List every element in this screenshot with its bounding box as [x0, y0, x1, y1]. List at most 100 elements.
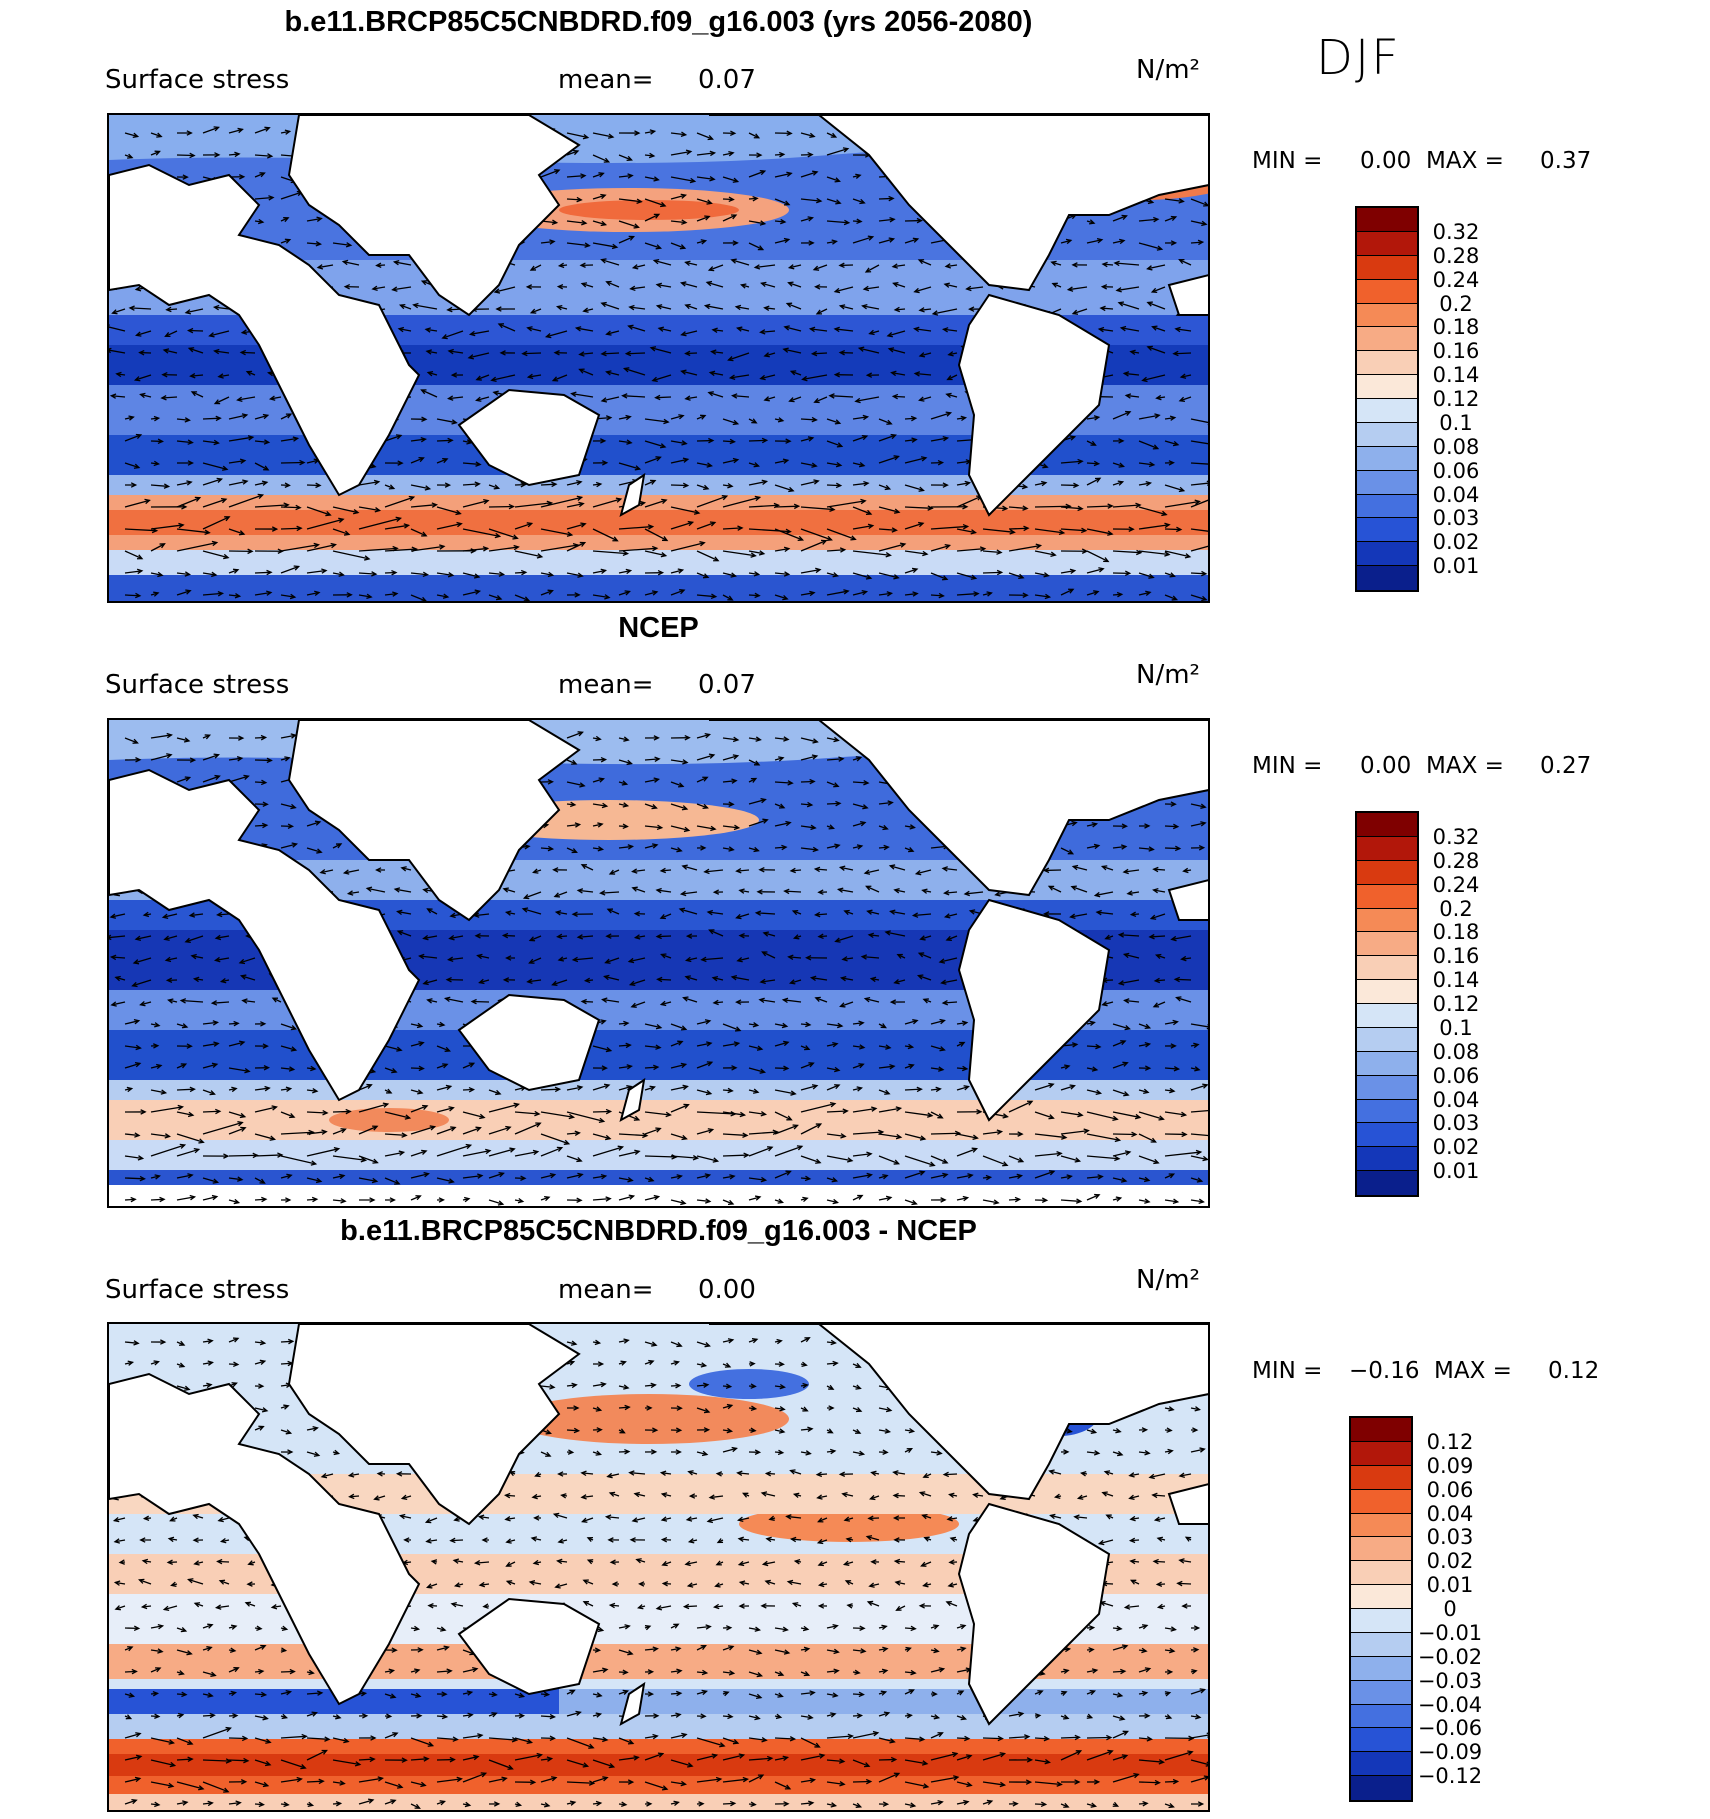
wind-arrow-head — [179, 1143, 187, 1149]
wind-arrow — [878, 506, 900, 513]
wind-arrow-head — [1144, 1065, 1152, 1071]
wind-arrow-head — [1115, 287, 1122, 293]
wind-arrow — [755, 264, 776, 269]
wind-arrow — [462, 528, 500, 537]
wind-arrow — [1164, 1627, 1176, 1631]
wind-arrow-head — [216, 477, 223, 483]
wind-arrow-head — [655, 1044, 662, 1050]
wind-arrow-head — [209, 1090, 216, 1096]
wind-arrow-head — [1145, 590, 1152, 597]
wind-arrow-head — [1129, 911, 1137, 918]
wind-arrow — [618, 154, 632, 161]
wind-arrow-head — [1001, 505, 1009, 512]
wind-arrow — [1138, 1177, 1150, 1182]
wind-arrow-head — [706, 909, 714, 916]
wind-arrow-head — [889, 909, 896, 915]
wind-arrow-head — [737, 525, 744, 531]
wind-arrow — [176, 497, 201, 508]
wind-arrow — [476, 396, 490, 401]
colorbar-swatch — [1357, 980, 1417, 1004]
wind-arrow-head — [633, 223, 640, 229]
wind-arrow-head — [712, 889, 720, 895]
wind-arrow — [756, 912, 776, 915]
colorbar-swatch — [1357, 255, 1417, 280]
wind-arrow — [202, 1361, 213, 1365]
wind-arrow-head — [623, 736, 630, 742]
wind-arrow-head — [289, 1113, 296, 1119]
wind-arrow — [852, 506, 872, 515]
wind-arrow-head — [420, 389, 427, 395]
wind-arrow-head — [865, 885, 872, 891]
wind-arrow-head — [1200, 821, 1207, 827]
wind-arrow-head — [736, 1470, 743, 1477]
wind-arrow — [306, 242, 321, 245]
wind-arrow — [1142, 374, 1166, 382]
wind-arrow-head — [1064, 1064, 1071, 1070]
wind-arrow — [1112, 1451, 1123, 1456]
wind-arrow-head — [626, 439, 633, 445]
wind-arrow-head — [502, 887, 509, 893]
wind-arrow — [1124, 999, 1140, 1003]
wind-arrow — [239, 957, 256, 964]
wind-arrow — [576, 327, 594, 332]
wind-arrow — [904, 1133, 926, 1140]
wind-arrow-head — [673, 1623, 680, 1629]
wind-arrow-head — [962, 1195, 970, 1202]
wind-arrow — [834, 286, 854, 293]
wind-arrow-head — [404, 1114, 412, 1120]
wind-arrow — [1147, 346, 1166, 354]
wind-arrow-head — [682, 1084, 689, 1091]
wind-arrow — [592, 823, 603, 827]
wind-arrow — [618, 440, 632, 444]
wind-arrow — [601, 259, 620, 266]
wind-arrow — [791, 370, 802, 376]
wind-arrow-head — [660, 1492, 668, 1498]
wind-arrow — [462, 1062, 475, 1069]
wind-arrow — [426, 350, 438, 354]
wind-arrow-head — [854, 1428, 862, 1434]
wind-arrow — [696, 176, 715, 180]
wind-arrow — [436, 1144, 471, 1157]
wind-arrow — [448, 396, 464, 400]
wind-arrow — [706, 281, 724, 288]
wind-arrow-head — [727, 1338, 735, 1344]
wind-arrow-head — [315, 1177, 323, 1184]
wind-arrow-head — [285, 413, 293, 419]
wind-arrow — [973, 1493, 984, 1497]
wind-arrow-head — [597, 1626, 605, 1633]
wind-arrow — [604, 975, 620, 981]
wind-arrow — [904, 238, 918, 244]
wind-arrow — [1164, 440, 1179, 446]
wind-arrow-head — [970, 529, 977, 535]
wind-arrow — [748, 819, 768, 827]
wind-arrow — [904, 417, 916, 420]
wind-arrow — [581, 864, 594, 871]
wind-arrow — [1164, 500, 1200, 508]
wind-arrow-head — [1148, 933, 1155, 940]
wind-arrow — [956, 1174, 973, 1179]
wind-arrow-head — [650, 479, 657, 485]
wind-arrow — [1164, 825, 1178, 828]
wind-arrow-head — [759, 1068, 767, 1074]
wind-arrow — [531, 1537, 542, 1541]
wind-arrow-head — [157, 1648, 164, 1654]
wind-arrow — [722, 1042, 739, 1047]
wind-arrow — [436, 523, 462, 530]
wind-arrow — [748, 1111, 766, 1116]
wind-arrow — [722, 755, 738, 761]
wind-arrow-head — [657, 570, 665, 576]
wind-arrow — [394, 261, 412, 266]
wind-arrow — [1099, 328, 1114, 332]
wind-arrow — [644, 1045, 661, 1049]
wind-arrow — [890, 865, 906, 871]
wind-arrow-head — [1071, 309, 1079, 315]
wind-arrow-head — [135, 592, 142, 599]
wind-arrow-head — [392, 591, 399, 597]
wind-arrow — [1171, 935, 1192, 940]
colorbar-tick-label: 0.28 — [1432, 848, 1480, 873]
wind-arrow-head — [1144, 1198, 1151, 1204]
wind-arrow-head — [214, 1604, 222, 1610]
wind-arrow-head — [907, 1043, 915, 1050]
wind-arrow-head — [338, 571, 345, 577]
wind-arrow — [852, 1022, 864, 1025]
